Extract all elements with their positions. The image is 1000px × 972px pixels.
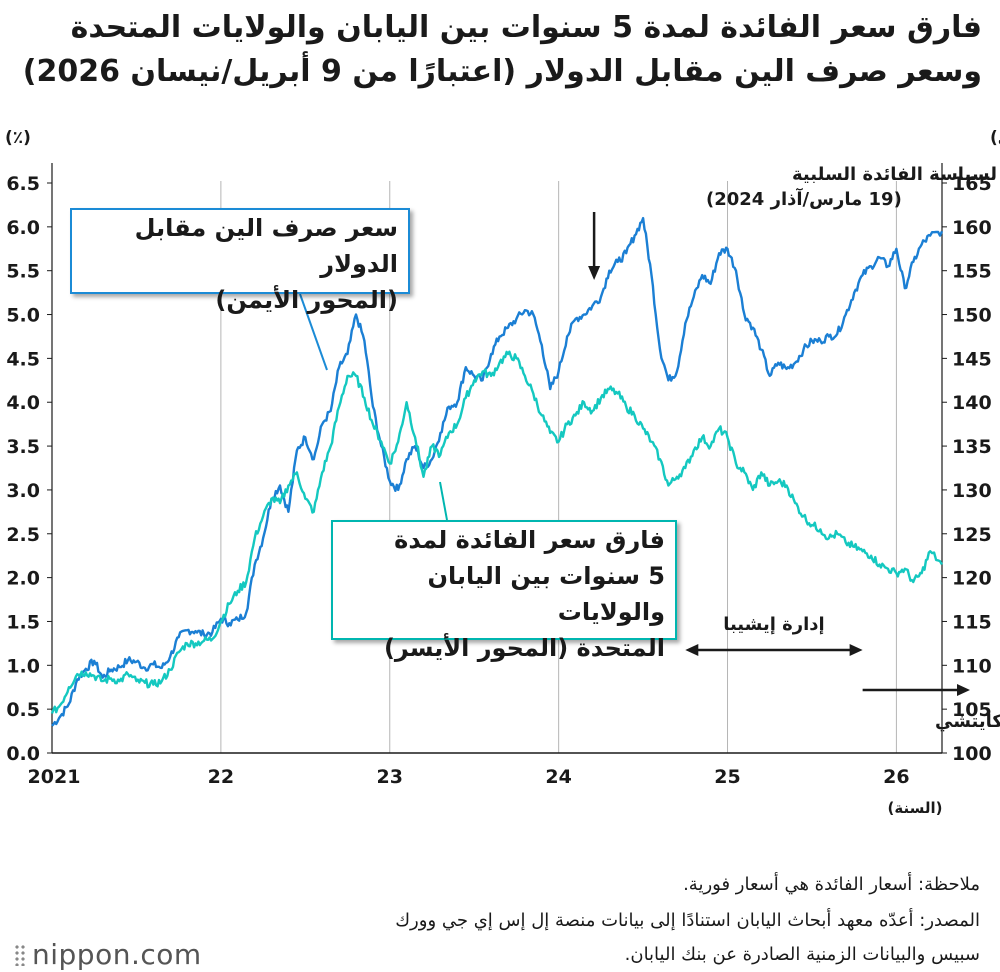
x-tick-label: 22 [208, 766, 234, 788]
y-right-tick-label: 130 [952, 480, 992, 502]
axes: 2021 22 23 24 25 26 (السنة) 0.0 0.5 1.0 1.5 2.0 2.5 3… [5, 126, 1000, 817]
chart-source-line2: سبيس والبيانات الزمنية الصادرة عن بنك ال… [624, 944, 980, 965]
ishiba-arrow-head-right [849, 644, 863, 656]
y-right-tick-label: 150 [952, 305, 992, 327]
y-left-axis-label: (٪) [5, 128, 31, 148]
y-left-tick-label: 4.5 [6, 348, 40, 370]
chart-title: فارق سعر الفائدة لمدة 5 سنوات بين اليابا… [22, 6, 982, 94]
boj-annotation-line1: إنهاء بنك اليابان لسياسة الفائدة السلبية [792, 164, 1000, 185]
y-left-tick-label: 0.5 [6, 699, 40, 721]
callout-usd-pointer [299, 293, 328, 371]
callout-usd-jpy-line1: سعر صرف الين مقابل الدولار [134, 214, 398, 278]
chart-source: المصدر: أعدّه معهد أبحاث اليابان استنادً… [220, 904, 980, 972]
ishiba-label: إدارة إيشيبا [723, 614, 825, 635]
y-left-tick-label: 2.0 [6, 568, 40, 590]
series-line-usd-jpy [51, 216, 944, 727]
x-tick-label: 23 [377, 766, 403, 788]
ishiba-arrow-head-left [685, 644, 699, 656]
y-right-tick-label: 135 [952, 436, 992, 458]
y-right-tick-label: 160 [952, 217, 992, 239]
y-left-tick-label: 5.0 [6, 305, 40, 327]
callout-spread-line2: 5 سنوات بين اليابان والولايات [427, 562, 665, 626]
chart-title-line1: فارق سعر الفائدة لمدة 5 سنوات بين اليابا… [70, 10, 982, 45]
y-left-tick-label: 6.5 [6, 173, 40, 195]
y-right-tick-label: 120 [952, 568, 992, 590]
nippon-logo: nippon.com [14, 938, 202, 971]
dual-axis-line-chart: 2021 22 23 24 25 26 (السنة) 0.0 0.5 1.0 1.5 2.0 2.5 3… [5, 126, 1000, 817]
y-left-tick-label: 2.5 [6, 524, 40, 546]
y-left-tick-label: 3.0 [6, 480, 40, 502]
y-right-tick-label: 100 [952, 743, 992, 765]
chart-source-line1: المصدر: أعدّه معهد أبحاث اليابان استنادً… [395, 910, 980, 931]
y-left-tick-label: 6.0 [6, 217, 40, 239]
y-left-tick-label: 1.5 [6, 611, 40, 633]
annotations-layer: إنهاء بنك اليابان لسياسة الفائدة السلبية… [299, 164, 1000, 732]
y-right-axis-label: (عدد الين الياباني لكل دولار أمريكي) [990, 126, 1000, 148]
y-right-tick-label: 105 [952, 699, 992, 721]
x-tick-label: 2021 [28, 766, 81, 788]
callout-spread-line1: فارق سعر الفائدة لمدة [394, 526, 665, 554]
y-right-tick-label: 115 [952, 611, 992, 633]
y-right-tick-label: 125 [952, 524, 992, 546]
series-line-rate-spread [50, 350, 944, 714]
callout-spread-line3: المتحدة (المحور الأيسر) [383, 634, 665, 662]
callout-spread-pointer [439, 481, 448, 521]
boj-annotation-line2: (19 مارس/آذار 2024) [706, 187, 902, 210]
chart-note: ملاحظة: أسعار الفائدة هي أسعار فورية. [683, 874, 980, 895]
takaichi-arrow-head [957, 684, 970, 696]
y-left-tick-label: 0.0 [6, 743, 40, 765]
callout-usd-jpy-line2: (المحور الأيمن) [215, 286, 398, 314]
y-left-tick-label: 3.5 [6, 436, 40, 458]
y-right-tick-label: 155 [952, 261, 992, 283]
series-layer [50, 216, 944, 727]
y-right-tick-label: 145 [952, 348, 992, 370]
y-right-tick-label: 165 [952, 173, 992, 195]
logo-dots-icon [14, 944, 26, 966]
x-tick-label: 24 [545, 766, 571, 788]
y-left-tick-label: 1.0 [6, 655, 40, 677]
y-right-tick-label: 140 [952, 392, 992, 414]
callout-usd-jpy: سعر صرف الين مقابل الدولار (المحور الأيم… [70, 208, 410, 314]
y-left-tick-label: 5.5 [6, 261, 40, 283]
takaichi-label: إدارة تاكايتشي [935, 711, 1000, 732]
y-left-tick-label: 4.0 [6, 392, 40, 414]
chart-title-line2: وسعر صرف الين مقابل الدولار (اعتبارًا من… [22, 54, 982, 89]
x-unit-label: (السنة) [888, 799, 943, 817]
y-right-tick-label: 110 [952, 655, 992, 677]
x-tick-label: 26 [883, 766, 909, 788]
callout-rate-spread: فارق سعر الفائدة لمدة 5 سنوات بين اليابا… [331, 520, 677, 662]
boj-arrow-head [588, 266, 601, 280]
logo-text: nippon.com [32, 938, 202, 971]
x-tick-label: 25 [714, 766, 740, 788]
